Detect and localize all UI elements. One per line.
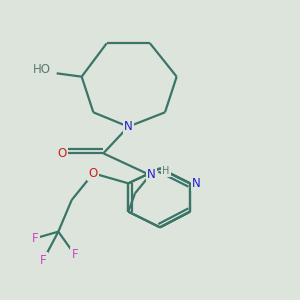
Text: F: F (40, 254, 46, 266)
Text: O: O (89, 167, 98, 180)
Text: O: O (57, 147, 66, 160)
Text: N: N (192, 177, 201, 190)
Text: HO: HO (33, 64, 51, 76)
Text: F: F (32, 232, 38, 245)
Text: F: F (72, 248, 78, 262)
Text: N: N (147, 169, 156, 182)
Text: N: N (124, 120, 133, 133)
Text: H: H (162, 166, 170, 176)
